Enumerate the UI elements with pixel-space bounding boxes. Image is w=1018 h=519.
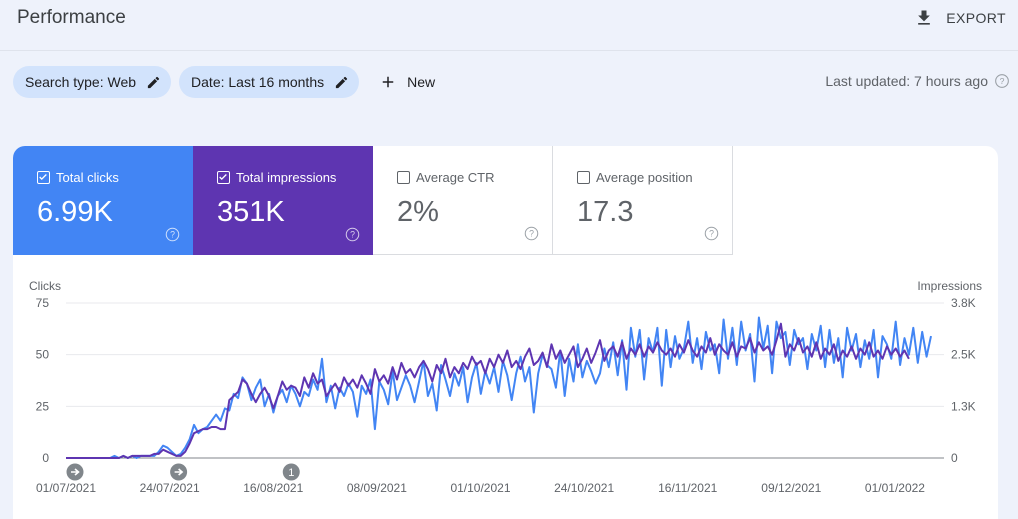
clicks-line xyxy=(66,316,932,459)
filter-bar: Search type: Web Date: Last 16 months Ne… xyxy=(13,66,435,98)
help-icon[interactable]: ? xyxy=(345,227,360,242)
svg-text:?: ? xyxy=(529,229,534,239)
x-tick-label: 09/12/2021 xyxy=(761,481,821,495)
metric-label: Total impressions xyxy=(236,170,337,185)
arrow-right-icon xyxy=(71,468,80,476)
svg-text:?: ? xyxy=(350,230,355,240)
last-updated: Last updated: 7 hours ago ? xyxy=(825,73,1010,89)
right-axis-title: Impressions xyxy=(917,279,982,293)
metric-average-position[interactable]: Average position 17.3 ? xyxy=(553,146,733,255)
metric-value: 351K xyxy=(217,196,285,228)
x-tick-label: 24/07/2021 xyxy=(140,481,200,495)
metric-label: Average CTR xyxy=(416,170,495,185)
date-chip[interactable]: Date: Last 16 months xyxy=(179,66,360,98)
pencil-icon xyxy=(335,76,348,88)
new-filter-button[interactable]: New xyxy=(379,73,435,91)
right-tick-label: 2.5K xyxy=(951,348,976,362)
x-tick-label: 01/01/2022 xyxy=(865,481,925,495)
last-updated-text: Last updated: 7 hours ago xyxy=(825,73,988,89)
page-title: Performance xyxy=(17,7,126,28)
x-tick-label: 01/10/2021 xyxy=(450,481,510,495)
checkbox-unchecked-icon[interactable] xyxy=(397,171,410,184)
page-header: Performance EXPORT xyxy=(0,0,1018,51)
x-tick-label: 16/08/2021 xyxy=(243,481,303,495)
right-tick-label: 1.3K xyxy=(951,399,976,413)
download-icon xyxy=(918,10,931,25)
svg-text:?: ? xyxy=(709,229,714,239)
annotation-label: 1 xyxy=(288,467,294,479)
checkbox-checked-icon[interactable] xyxy=(217,171,230,184)
impressions-line xyxy=(66,322,910,459)
checkbox-checked-icon[interactable] xyxy=(37,171,50,184)
x-tick-label: 24/10/2021 xyxy=(554,481,614,495)
search-type-chip[interactable]: Search type: Web xyxy=(13,66,172,98)
svg-text:?: ? xyxy=(1000,76,1005,86)
checkbox-unchecked-icon[interactable] xyxy=(577,171,590,184)
help-icon[interactable]: ? xyxy=(165,227,180,242)
search-type-label: Search type: Web xyxy=(25,74,137,90)
arrow-right-icon xyxy=(174,468,184,476)
left-tick-label: 0 xyxy=(42,451,49,465)
help-icon[interactable]: ? xyxy=(524,226,539,241)
right-tick-label: 3.8K xyxy=(951,296,976,310)
metric-value: 17.3 xyxy=(577,196,634,228)
performance-card: Total clicks 6.99K ? Total impressions 3… xyxy=(13,146,998,519)
pencil-icon xyxy=(147,76,160,88)
x-tick-label: 16/11/2021 xyxy=(658,481,717,495)
left-tick-label: 25 xyxy=(36,399,50,413)
left-tick-label: 75 xyxy=(36,296,50,310)
x-tick-label: 01/07/2021 xyxy=(36,481,96,495)
help-icon[interactable]: ? xyxy=(994,73,1010,89)
new-filter-label: New xyxy=(407,74,436,90)
left-tick-label: 50 xyxy=(36,348,50,362)
metric-value: 2% xyxy=(397,196,439,228)
metric-label: Total clicks xyxy=(56,170,119,185)
export-label: EXPORT xyxy=(946,10,1006,26)
metric-average-ctr[interactable]: Average CTR 2% ? xyxy=(373,146,553,255)
right-tick-label: 0 xyxy=(951,451,958,465)
performance-chart[interactable]: Clicks Impressions 0 0 25 1.3K 50 2.5K 75 3.8K 01/… xyxy=(13,276,998,519)
metric-total-clicks[interactable]: Total clicks 6.99K ? xyxy=(13,146,193,255)
date-label: Date: Last 16 months xyxy=(191,74,325,90)
metric-label: Average position xyxy=(596,170,693,185)
svg-text:?: ? xyxy=(170,230,175,240)
plus-icon xyxy=(382,76,394,88)
metric-value: 6.99K xyxy=(37,196,113,228)
export-button[interactable]: EXPORT xyxy=(914,6,1006,30)
x-tick-label: 08/09/2021 xyxy=(347,481,407,495)
left-axis-title: Clicks xyxy=(29,279,61,293)
metric-total-impressions[interactable]: Total impressions 351K ? xyxy=(193,146,373,255)
help-icon[interactable]: ? xyxy=(704,226,719,241)
annotation-badge xyxy=(282,463,300,481)
